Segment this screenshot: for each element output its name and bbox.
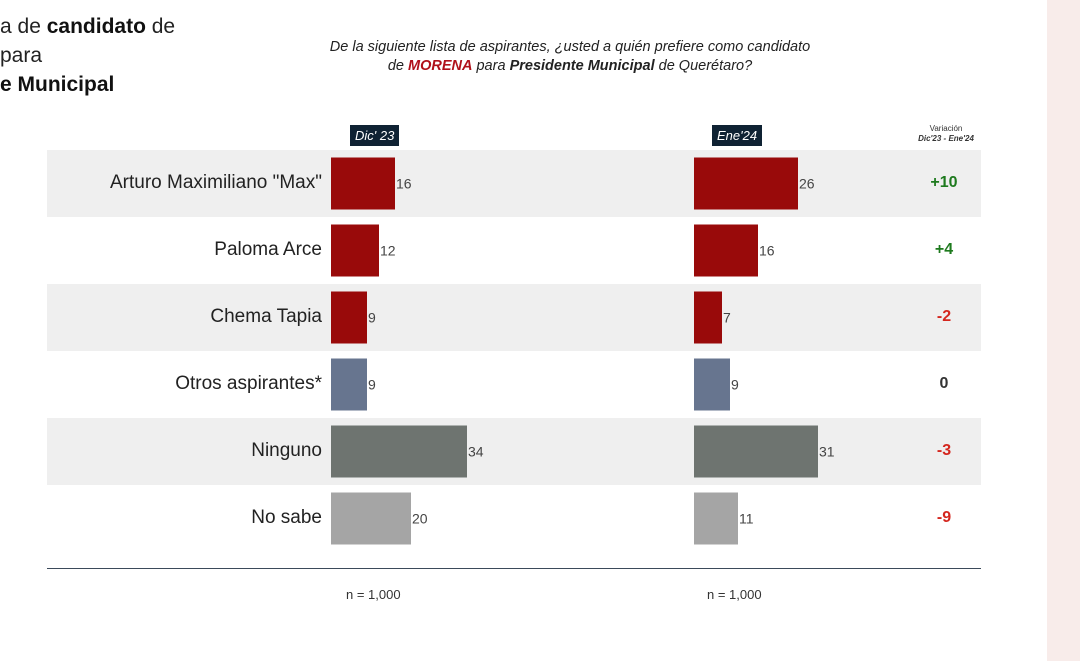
bar	[331, 358, 367, 411]
row-stripe	[47, 150, 981, 217]
period-label-ene24: Ene'24	[712, 125, 763, 146]
variation-value: +10	[930, 174, 958, 191]
survey-question: De la siguiente lista de aspirantes, ¿us…	[329, 39, 811, 74]
period-label-dic23: Dic' 23	[350, 125, 400, 146]
bar-value-label: 9	[368, 310, 376, 326]
right-side-panel	[1047, 0, 1080, 661]
variation-header: Variación Dic'23 - Ene'24	[918, 124, 974, 143]
bar-value-label: 31	[819, 444, 835, 460]
category-label: No sabe	[251, 507, 322, 528]
bar-value-label: 34	[468, 444, 484, 460]
variation-value: -2	[936, 308, 952, 325]
category-label: Paloma Arce	[214, 239, 322, 260]
bottom-rule	[47, 568, 981, 569]
bar	[694, 425, 818, 478]
bar-value-label: 16	[759, 243, 775, 259]
category-label: Arturo Maximiliano "Max"	[110, 172, 322, 193]
bar-value-label: 26	[799, 176, 815, 192]
bar-value-label: 12	[380, 243, 396, 259]
bar-value-label: 16	[396, 176, 412, 192]
variation-value: -3	[936, 442, 952, 459]
category-label: Ninguno	[251, 440, 322, 461]
bar-value-label: 20	[412, 511, 428, 527]
category-label: Chema Tapia	[210, 306, 322, 327]
slide-title-fragment: a de candidato de para e Municipal	[0, 15, 176, 96]
bar	[694, 492, 738, 545]
sample-size-dic23: n = 1,000	[346, 587, 401, 602]
row-stripe	[47, 418, 981, 485]
bar	[694, 157, 798, 210]
bar	[331, 492, 411, 545]
variation-value: 0	[939, 375, 949, 392]
variation-value: -9	[936, 509, 952, 526]
bar-chart: 16 26 12 16 9 7 9 9 34 31 20 11	[331, 157, 835, 545]
bar-value-label: 11	[739, 511, 754, 527]
bar	[331, 291, 367, 344]
bar	[331, 157, 395, 210]
row-stripe	[47, 284, 981, 351]
bar	[694, 358, 730, 411]
bar-value-label: 7	[723, 310, 731, 326]
category-label: Otros aspirantes*	[175, 373, 322, 394]
variation-value: +4	[934, 241, 954, 258]
bar-value-label: 9	[368, 377, 376, 393]
bar	[694, 224, 758, 277]
bar	[331, 425, 467, 478]
bar	[694, 291, 722, 344]
bar-value-label: 9	[731, 377, 739, 393]
bar	[331, 224, 379, 277]
sample-size-ene24: n = 1,000	[707, 587, 762, 602]
